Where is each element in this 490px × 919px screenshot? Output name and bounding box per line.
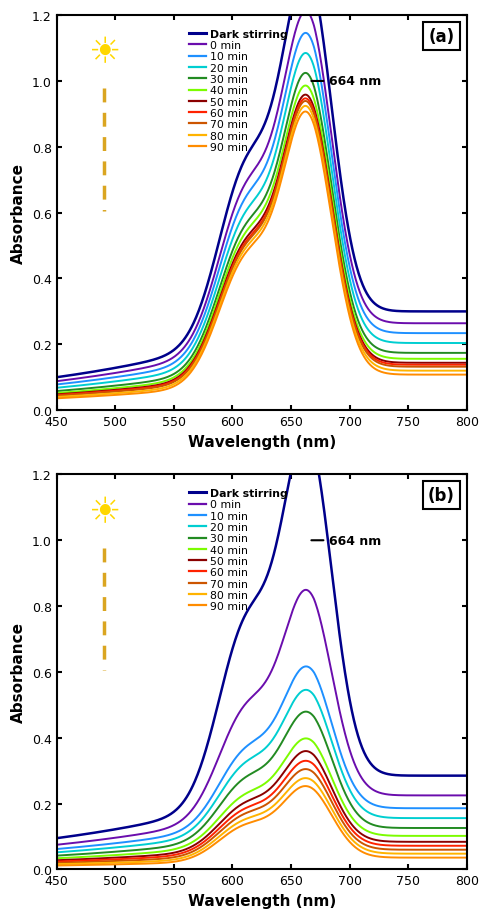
Text: 664 nm: 664 nm	[328, 534, 381, 547]
Text: ☀: ☀	[88, 37, 120, 71]
Text: ☀: ☀	[88, 495, 120, 529]
Y-axis label: Absorbance: Absorbance	[11, 622, 26, 722]
Text: (a): (a)	[428, 28, 455, 46]
Legend: Dark stirring, 0 min, 10 min, 20 min, 30 min, 40 min, 50 min, 60 min, 70 min, 80: Dark stirring, 0 min, 10 min, 20 min, 30…	[185, 484, 292, 616]
Legend: Dark stirring, 0 min, 10 min, 20 min, 30 min, 40 min, 50 min, 60 min, 70 min, 80: Dark stirring, 0 min, 10 min, 20 min, 30…	[185, 26, 292, 157]
X-axis label: Wavelength (nm): Wavelength (nm)	[188, 434, 336, 449]
Text: 664 nm: 664 nm	[328, 75, 381, 88]
Text: (b): (b)	[428, 487, 455, 505]
Y-axis label: Absorbance: Absorbance	[11, 163, 26, 264]
X-axis label: Wavelength (nm): Wavelength (nm)	[188, 893, 336, 908]
